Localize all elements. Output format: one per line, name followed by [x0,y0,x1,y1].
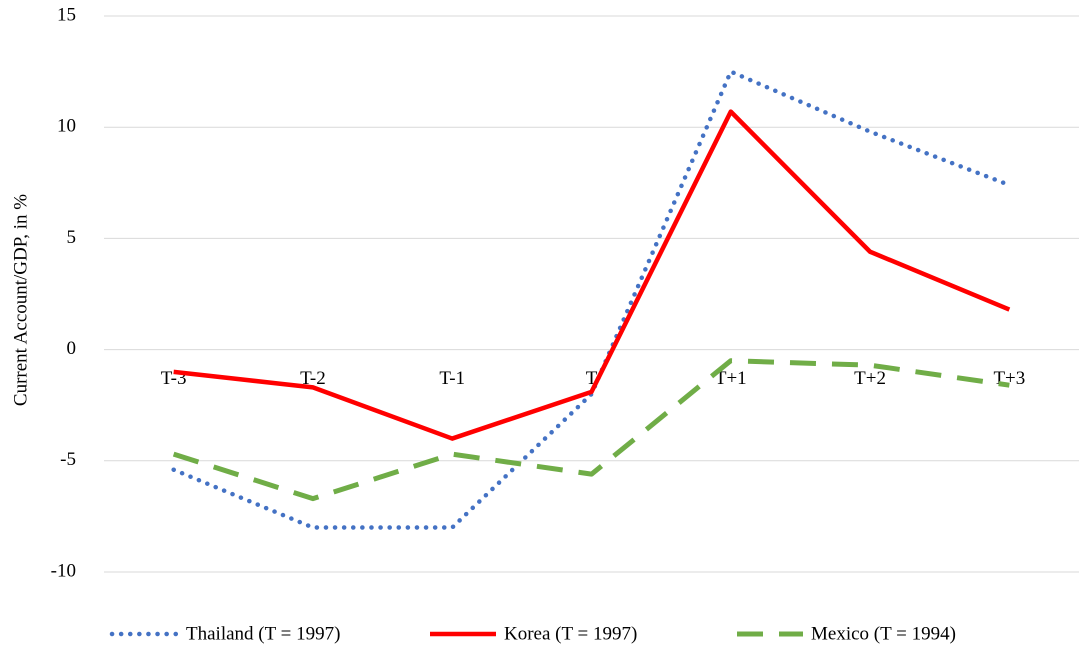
series-line [173,109,1011,441]
legend-label: Korea (T = 1997) [504,623,637,644]
x-tick-label: T+3 [993,368,1025,389]
y-axis-label: Current Account/GDP, in % [10,194,31,406]
y-tick-label: 15 [57,4,76,25]
legend-label: Thailand (T = 1997) [186,623,340,644]
y-tick-label: 10 [57,116,76,137]
legend-label: Mexico (T = 1994) [811,623,956,644]
y-tick-label: -5 [60,449,76,470]
x-tick-label: T-1 [439,368,465,389]
x-tick-label: T+1 [715,368,747,389]
series-line [171,69,1012,530]
y-tick-label: 0 [67,338,77,359]
x-tick-label: T-2 [300,368,326,389]
y-tick-label: 5 [67,227,77,248]
y-tick-label: -10 [51,560,76,581]
x-tick-label: T+2 [854,368,886,389]
series-line [172,358,1010,502]
